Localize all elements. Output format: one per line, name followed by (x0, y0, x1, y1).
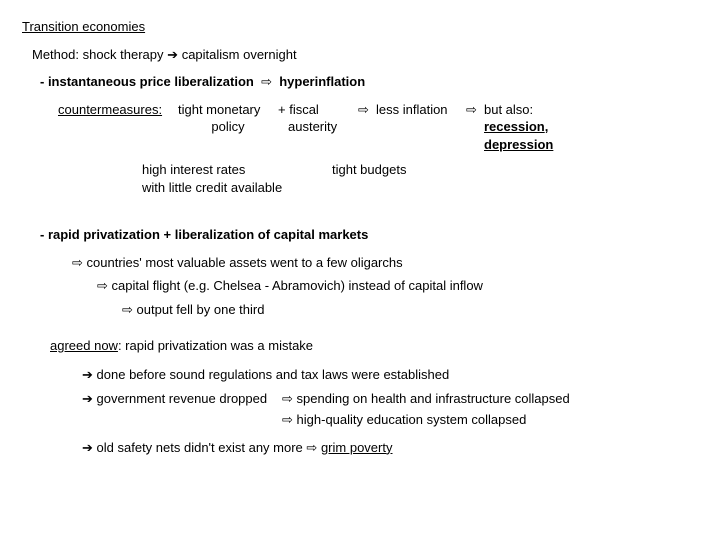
cm-col2a: + fiscal (278, 101, 358, 119)
cm-col2b: austerity (278, 118, 358, 136)
cm-col4a: but also: (484, 101, 553, 119)
cm-sub1a: high interest rates (142, 161, 322, 179)
a3a: old safety nets didn't exist any more (97, 440, 303, 455)
cm-col1a: tight monetary (178, 101, 278, 119)
cm-label: countermeasures: (58, 102, 162, 117)
a2c: high-quality education system collapsed (297, 412, 527, 427)
arrow-solid: ➔ (167, 47, 178, 62)
a3b: grim poverty (321, 440, 393, 455)
p1-result: hyperinflation (279, 74, 365, 89)
a3-line: ➔ old safety nets didn't exist any more … (82, 439, 698, 457)
arrow-solid-2: ➔ (82, 367, 93, 382)
a2a: government revenue dropped (97, 391, 268, 406)
cm-subrow: high interest rates with little credit a… (142, 161, 698, 196)
a1-line: ➔ done before sound regulations and tax … (82, 366, 698, 384)
agreed-line: agreed now: rapid privatization was a mi… (50, 337, 698, 355)
p2-sub3-line: ⇨ output fell by one third (122, 301, 698, 319)
cm-col1b: policy (178, 118, 278, 136)
arrow-outline-7: ⇨ (282, 391, 293, 406)
p2-sub3: output fell by one third (137, 302, 265, 317)
arrow-outline-2: ⇨ (358, 101, 376, 119)
method-label: Method: shock therapy (32, 47, 164, 62)
countermeasures-row: countermeasures: tight monetary policy +… (58, 101, 698, 154)
cm-col4b: recession (484, 119, 545, 134)
point-1: - instantaneous price liberalization ⇨ h… (40, 73, 698, 91)
cm-sub2: tight budgets (322, 161, 452, 179)
a2-line: ➔ government revenue dropped ⇨ spending … (82, 390, 698, 429)
point-2: - rapid privatization + liberalization o… (40, 226, 698, 244)
arrow-outline-8: ⇨ (282, 412, 293, 427)
p2-sub2: capital flight (e.g. Chelsea - Abramovic… (112, 278, 483, 293)
p2-sub1-line: ⇨ countries' most valuable assets went t… (72, 254, 698, 272)
cm-col4c: depression (484, 136, 553, 154)
p2-sub1: countries' most valuable assets went to … (87, 255, 403, 270)
arrow-outline-4: ⇨ (72, 255, 83, 270)
arrow-outline-5: ⇨ (97, 278, 108, 293)
method-line: Method: shock therapy ➔ capitalism overn… (32, 46, 698, 64)
a1: done before sound regulations and tax la… (97, 367, 450, 382)
cm-col3: less inflation (376, 101, 466, 119)
arrow-outline: ⇨ (261, 74, 272, 89)
cm-sub1b: with little credit available (142, 179, 322, 197)
arrow-outline-9: ⇨ (306, 440, 317, 455)
agreed-label: agreed now (50, 338, 118, 353)
arrow-solid-3: ➔ (82, 391, 93, 406)
method-result: capitalism overnight (182, 47, 297, 62)
arrow-outline-3: ⇨ (466, 101, 484, 119)
p2-sub2-line: ⇨ capital flight (e.g. Chelsea - Abramov… (97, 277, 698, 295)
arrow-outline-6: ⇨ (122, 302, 133, 317)
agreed-rest: : rapid privatization was a mistake (118, 338, 313, 353)
arrow-solid-4: ➔ (82, 440, 93, 455)
a2b: spending on health and infrastructure co… (297, 391, 570, 406)
title: Transition economies (22, 18, 698, 36)
p1-label: - instantaneous price liberalization (40, 74, 254, 89)
